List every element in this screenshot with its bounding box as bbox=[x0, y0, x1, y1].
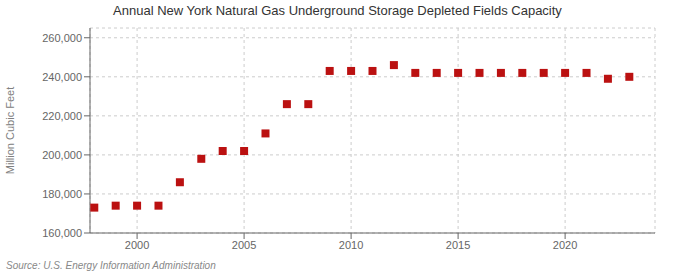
svg-text:260,000: 260,000 bbox=[42, 32, 82, 44]
svg-text:2020: 2020 bbox=[553, 239, 577, 251]
svg-text:180,000: 180,000 bbox=[42, 188, 82, 200]
svg-text:200,000: 200,000 bbox=[42, 149, 82, 161]
svg-text:Million Cubic Feet: Million Cubic Feet bbox=[4, 87, 16, 174]
svg-text:160,000: 160,000 bbox=[42, 227, 82, 239]
svg-text:2005: 2005 bbox=[232, 239, 256, 251]
svg-text:2000: 2000 bbox=[125, 239, 149, 251]
svg-text:220,000: 220,000 bbox=[42, 110, 82, 122]
svg-text:2010: 2010 bbox=[339, 239, 363, 251]
svg-text:2015: 2015 bbox=[446, 239, 470, 251]
svg-text:240,000: 240,000 bbox=[42, 71, 82, 83]
html-text:Annual New York Natural Gas Un: Annual New York Natural Gas Underground … bbox=[113, 3, 562, 18]
html-text:Source: U.S. Energy Informatio: Source: U.S. Energy Information Administ… bbox=[6, 260, 216, 271]
